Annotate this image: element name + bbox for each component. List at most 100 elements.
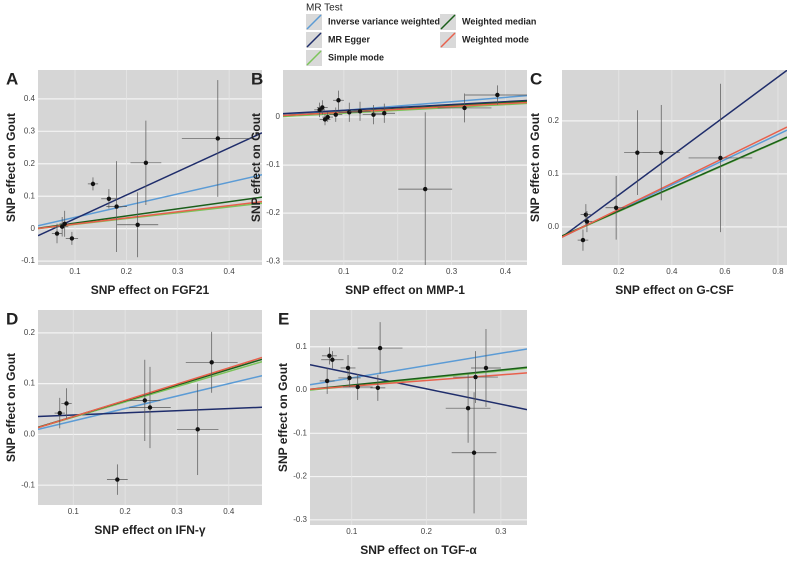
point [580,237,586,243]
x-tick-label: 0.1 [346,527,358,536]
x-tick-label: 0.2 [421,527,433,536]
plot-layer [38,331,262,495]
point [195,427,200,432]
point [215,136,221,141]
legend-title: MR Test [306,3,343,14]
y-tick-label: 0 [31,224,36,233]
point [473,374,478,380]
y-tick-label: 0.0 [24,430,36,439]
fit-line [310,364,527,411]
legend-label: Simple mode [328,52,384,62]
y-tick-label: -0.3 [266,256,280,265]
point [483,365,489,371]
y-tick-label: 0.1 [24,379,36,388]
x-tick-label: 0.2 [613,267,625,276]
point [320,105,325,110]
point [357,109,363,114]
y-tick-label: 0.1 [548,169,560,178]
point [495,92,500,98]
point [333,112,338,117]
x-tick-label: 0.1 [338,267,350,276]
x-tick-label: 0.2 [392,267,404,276]
fit-line [283,101,527,117]
point [114,204,119,209]
point [718,155,723,161]
point [355,384,360,390]
point [377,345,383,351]
fit-line [38,200,262,230]
fit-line [283,102,527,118]
panel-label: A [6,69,18,88]
fit-line [38,132,262,237]
point [59,224,65,229]
x-axis-label: SNP effect on MMP-1 [345,283,465,297]
x-tick-label: 0.8 [772,267,784,276]
legend-swatch [440,32,456,48]
x-tick-label: 0.3 [446,267,458,276]
fit-line [38,174,262,227]
y-tick-label: 0.4 [24,94,36,103]
fit-line [562,126,787,238]
x-tick-label: 0.4 [224,267,236,276]
x-tick-label: 0.3 [172,267,184,276]
panel-label: B [251,69,263,88]
y-tick-label: 0.2 [24,328,36,337]
y-tick-label: 0.2 [24,159,36,168]
point [613,205,619,210]
point [422,186,428,192]
point [115,477,120,482]
fit-line [283,99,527,115]
plot-layer [562,70,787,251]
x-axis-label: SNP effect on TGF-α [360,543,477,557]
legend-label: Weighted median [462,16,536,26]
point [147,405,153,410]
y-tick-label: 0.1 [24,191,36,200]
x-tick-label: 0.4 [223,507,235,516]
x-tick-label: 0.3 [495,527,507,536]
fit-line [310,348,527,386]
y-tick-label: -0.1 [266,160,280,169]
y-tick-label: -0.1 [293,428,307,437]
plot-layer [283,85,527,265]
point [54,231,60,236]
point [57,410,62,416]
y-tick-label: 0.2 [548,116,560,125]
point [324,378,330,384]
y-axis-label: SNP effect on Gout [528,113,542,222]
point [465,405,471,411]
y-tick-label: -0.2 [266,208,280,217]
point [345,365,351,371]
x-tick-label: 0.4 [500,267,512,276]
point [135,222,140,227]
point [347,375,352,381]
fit-line [38,196,262,230]
panel-label: C [530,69,542,88]
point [382,111,387,116]
plot-background [562,70,787,265]
point [583,212,589,217]
x-tick-label: 0.6 [719,267,731,276]
point [143,160,149,165]
legend-label: MR Egger [328,34,371,44]
point [142,398,148,403]
fit-line [310,366,527,391]
x-axis-label: SNP effect on IFN-γ [94,523,205,537]
y-tick-label: 0.1 [296,342,308,351]
legend-swatch [440,14,456,30]
y-tick-label: -0.1 [21,256,35,265]
point [659,150,664,155]
legend-swatch [306,50,322,66]
point [462,105,467,111]
point [635,150,640,155]
y-axis-label: SNP effect on Gout [4,353,18,462]
point [471,450,477,455]
y-axis-label: SNP effect on Gout [276,363,290,472]
point [375,385,381,391]
point [106,196,112,202]
x-axis-label: SNP effect on FGF21 [91,283,210,297]
x-tick-label: 0.3 [171,507,183,516]
panel-label: E [278,309,289,328]
y-tick-label: 0 [276,112,281,121]
plot-layer [310,322,527,514]
